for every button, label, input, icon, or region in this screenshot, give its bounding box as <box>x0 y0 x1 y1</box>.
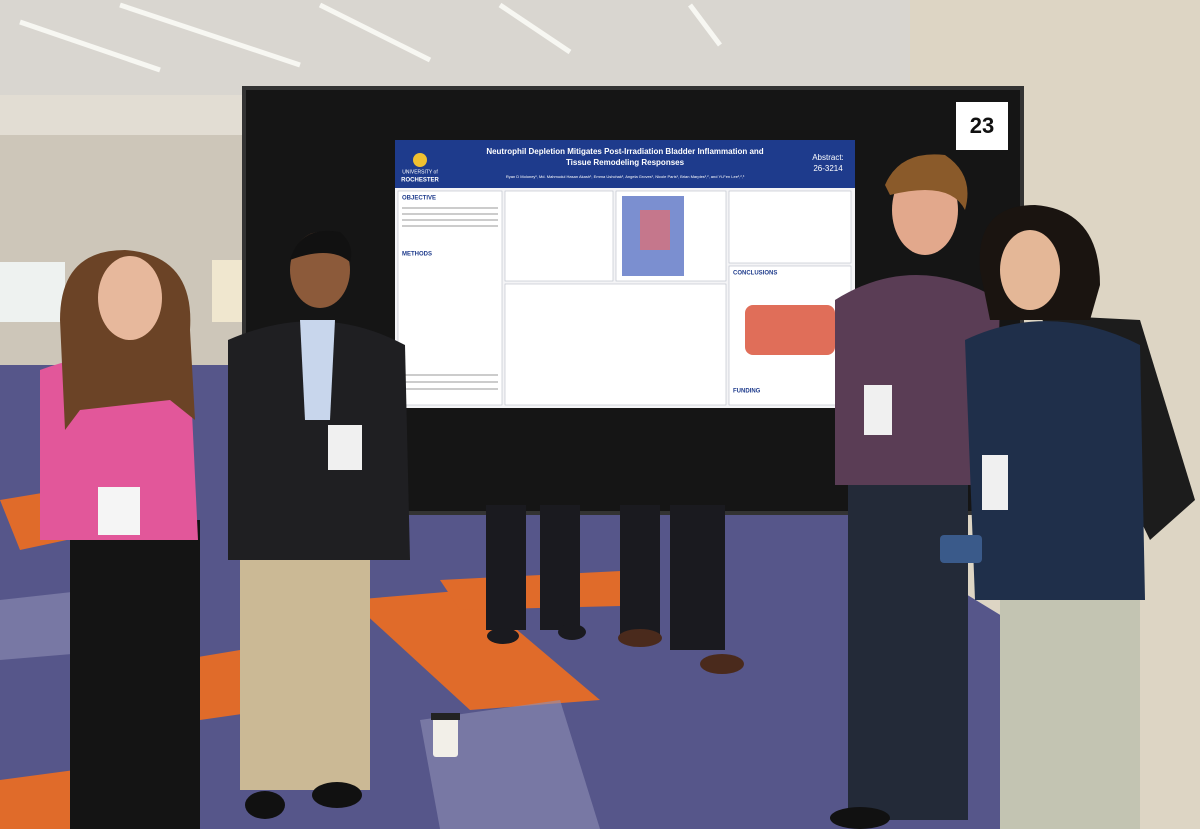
background-poster <box>0 262 65 322</box>
ceiling-lights <box>19 2 722 73</box>
text-lines <box>402 207 498 390</box>
hidden-people-legs <box>486 505 744 674</box>
section-heading: OBJECTIVE <box>402 196 436 202</box>
person <box>40 250 200 829</box>
poster-title: Neutrophil Depletion Mitigates Post-Irra… <box>486 147 763 156</box>
section-heading: METHODS <box>402 252 432 258</box>
section-heading: FUNDING <box>733 389 761 395</box>
institution: UNIVERSITY of <box>402 169 438 175</box>
figure <box>745 305 835 355</box>
poster-title: Tissue Remodeling Responses <box>566 158 685 167</box>
person <box>940 205 1195 829</box>
logo <box>413 153 427 167</box>
poster-header <box>395 140 855 188</box>
authors: Ryan D Moloney¹, Md. Mahmudul Hasan Akas… <box>506 174 745 179</box>
institution: ROCHESTER <box>401 178 439 184</box>
person <box>228 230 410 819</box>
abstract-number: 26-3214 <box>813 164 843 173</box>
abstract-label: Abstract: <box>812 153 844 162</box>
section-heading: CONCLUSIONS <box>733 271 777 277</box>
background-poster <box>212 260 244 322</box>
board-number: 23 <box>970 113 994 138</box>
board-number-card <box>956 102 1008 150</box>
cup <box>433 717 458 757</box>
